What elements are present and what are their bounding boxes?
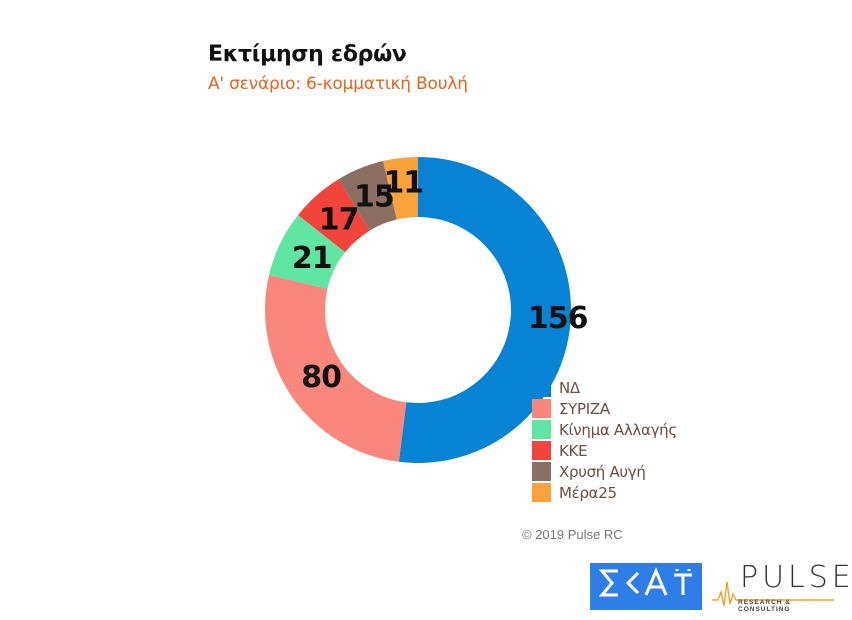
legend-item-mera25: Μέρα25 <box>532 482 677 503</box>
legend-swatch <box>532 483 551 502</box>
data-label: 80 <box>301 360 341 395</box>
donut-segment-5 <box>383 157 418 220</box>
legend-item-syriza: ΣΥΡΙΖΑ <box>532 398 677 419</box>
pulse-heartbeat-icon <box>712 581 834 607</box>
legend-label: ΣΥΡΙΖΑ <box>559 399 610 418</box>
legend-item-kke: ΚΚΕ <box>532 440 677 461</box>
chart-legend: ΝΔ ΣΥΡΙΖΑ Κίνημα Αλλαγής ΚΚΕ Χρυσή Αυγή … <box>532 377 677 503</box>
legend-item-chrysi-avgi: Χρυσή Αυγή <box>532 461 677 482</box>
legend-label: Χρυσή Αυγή <box>559 462 646 481</box>
legend-label: Μέρα25 <box>559 483 617 502</box>
legend-swatch <box>532 378 551 397</box>
skai-logo <box>590 563 702 610</box>
donut-segment-2 <box>269 214 346 289</box>
donut-segment-3 <box>298 179 370 253</box>
chart-subtitle: Α' σενάριο: 6-κομματική Βουλή <box>208 74 468 94</box>
legend-swatch <box>532 420 551 439</box>
pulse-logo: PULSE RESEARCH & CONSULTING <box>712 560 851 613</box>
pulse-logo-text: PULSE <box>740 560 852 595</box>
legend-swatch <box>532 399 551 418</box>
chart-title: Εκτίμηση εδρών <box>208 42 407 67</box>
legend-label: ΝΔ <box>559 378 580 397</box>
data-label: 15 <box>354 180 394 215</box>
copyright-text: © 2019 Pulse RC <box>522 527 623 542</box>
donut-segments <box>264 157 571 463</box>
legend-swatch <box>532 462 551 481</box>
donut-segment-1 <box>264 275 407 462</box>
donut-segment-0 <box>398 157 571 463</box>
legend-label: Κίνημα Αλλαγής <box>559 420 677 439</box>
data-label: 17 <box>319 202 359 237</box>
legend-item-kinal: Κίνημα Αλλαγής <box>532 419 677 440</box>
legend-swatch <box>532 441 551 460</box>
pulse-logo-subtitle: RESEARCH & CONSULTING <box>738 599 791 613</box>
skai-logo-text <box>598 566 694 607</box>
legend-item-nd: ΝΔ <box>532 377 677 398</box>
donut-segment-4 <box>338 161 397 231</box>
data-label: 21 <box>292 241 332 276</box>
data-label: 11 <box>383 165 423 200</box>
legend-label: ΚΚΕ <box>559 441 588 460</box>
skai-wordmark-icon <box>598 566 692 596</box>
data-label: 156 <box>528 301 588 336</box>
